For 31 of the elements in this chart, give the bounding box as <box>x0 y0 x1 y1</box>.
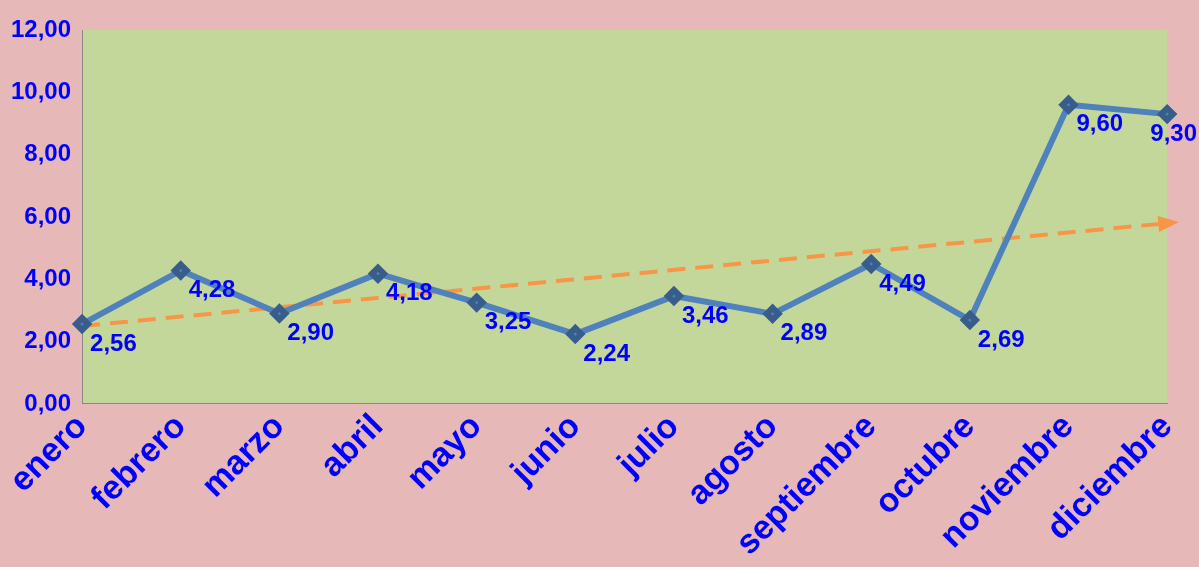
point <box>1158 105 1177 124</box>
data-label: 2,56 <box>90 328 137 356</box>
y-tick-label: 4,00 <box>24 263 72 291</box>
point <box>368 264 387 283</box>
data-label: 2,24 <box>583 338 631 366</box>
data-label: 2,90 <box>287 318 335 346</box>
data-label: 4,49 <box>879 268 926 296</box>
y-tick-label: 10,00 <box>11 76 72 104</box>
y-tick-label: 2,00 <box>24 326 72 354</box>
point <box>467 293 486 312</box>
data-label: 9,30 <box>1150 118 1198 146</box>
point <box>270 304 289 323</box>
y-tick-label: 12,00 <box>11 14 72 42</box>
data-label: 2,89 <box>780 318 828 346</box>
y-tick-label: 0,00 <box>24 388 72 416</box>
point <box>862 254 881 273</box>
point <box>566 325 585 344</box>
point <box>73 315 92 334</box>
data-label: 9,60 <box>1076 109 1124 137</box>
point <box>960 311 979 330</box>
y-tick-label: 8,00 <box>24 139 72 167</box>
data-label: 3,25 <box>484 307 532 335</box>
point <box>171 261 190 280</box>
point <box>763 304 782 323</box>
point <box>664 287 683 306</box>
y-tick-label: 6,00 <box>24 201 72 229</box>
data-label: 2,69 <box>977 324 1025 352</box>
data-label: 4,28 <box>188 275 236 303</box>
data-label: 4,18 <box>385 278 433 306</box>
data-label: 3,46 <box>681 300 729 328</box>
point <box>1059 95 1078 114</box>
